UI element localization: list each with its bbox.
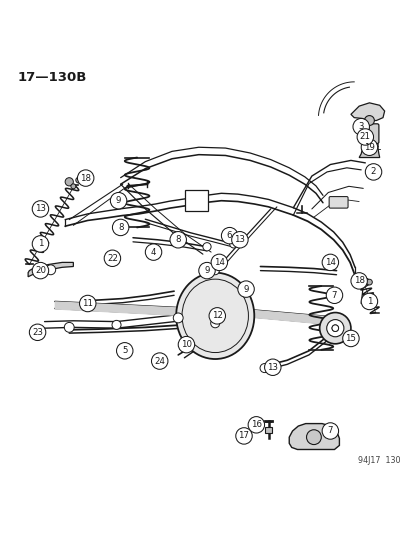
Circle shape — [79, 295, 96, 312]
FancyBboxPatch shape — [328, 197, 347, 208]
Text: 10: 10 — [180, 340, 192, 349]
Circle shape — [32, 262, 49, 279]
Circle shape — [247, 417, 264, 433]
Text: 20: 20 — [35, 266, 46, 275]
Circle shape — [366, 279, 371, 285]
Text: 17: 17 — [238, 431, 249, 440]
Text: 18: 18 — [80, 174, 91, 183]
Circle shape — [325, 287, 342, 303]
Circle shape — [211, 254, 227, 271]
Circle shape — [231, 231, 247, 248]
Text: 11: 11 — [82, 299, 93, 308]
Text: 21: 21 — [359, 133, 370, 141]
Text: 1: 1 — [38, 239, 43, 248]
Circle shape — [360, 293, 377, 310]
Circle shape — [331, 325, 338, 332]
Text: 18: 18 — [353, 277, 364, 285]
Circle shape — [321, 254, 338, 271]
Text: 15: 15 — [344, 334, 356, 343]
Circle shape — [350, 273, 366, 289]
FancyBboxPatch shape — [185, 190, 207, 211]
Circle shape — [229, 240, 237, 248]
Text: 8: 8 — [175, 235, 180, 244]
Circle shape — [46, 265, 55, 274]
Circle shape — [112, 219, 128, 236]
Polygon shape — [358, 144, 379, 158]
Polygon shape — [350, 103, 384, 120]
Text: 7: 7 — [327, 426, 332, 435]
Circle shape — [326, 320, 343, 337]
Text: 6: 6 — [226, 231, 232, 240]
Text: 24: 24 — [154, 357, 165, 366]
Circle shape — [358, 278, 365, 286]
Circle shape — [116, 343, 133, 359]
Text: 94J17  130: 94J17 130 — [357, 456, 399, 465]
Text: 3: 3 — [358, 122, 363, 131]
Circle shape — [77, 170, 94, 187]
Circle shape — [259, 364, 268, 373]
Text: 9: 9 — [116, 196, 121, 205]
Circle shape — [112, 320, 121, 329]
Circle shape — [202, 243, 211, 251]
Circle shape — [211, 266, 219, 274]
Circle shape — [32, 201, 49, 217]
Circle shape — [356, 129, 373, 145]
Circle shape — [173, 313, 183, 323]
Circle shape — [76, 177, 81, 183]
Polygon shape — [289, 424, 339, 449]
Text: 17—130B: 17—130B — [18, 71, 87, 84]
Circle shape — [170, 231, 186, 248]
Text: 13: 13 — [234, 235, 245, 244]
Text: 14: 14 — [324, 258, 335, 267]
Circle shape — [331, 325, 338, 332]
Circle shape — [178, 336, 194, 353]
Text: 5: 5 — [122, 346, 127, 356]
Text: 13: 13 — [267, 363, 278, 372]
Text: 9: 9 — [204, 266, 209, 275]
Circle shape — [210, 319, 219, 328]
Circle shape — [71, 184, 76, 189]
Polygon shape — [28, 262, 73, 277]
Circle shape — [151, 353, 168, 369]
Text: 8: 8 — [118, 223, 123, 232]
Circle shape — [360, 139, 377, 156]
Circle shape — [104, 250, 120, 266]
Text: 4: 4 — [150, 248, 156, 256]
Text: 13: 13 — [35, 205, 46, 213]
Circle shape — [32, 236, 49, 252]
Circle shape — [342, 330, 358, 346]
Text: 9: 9 — [243, 285, 248, 294]
Circle shape — [364, 164, 381, 180]
Text: 7: 7 — [331, 291, 337, 300]
Ellipse shape — [176, 273, 254, 359]
Circle shape — [145, 244, 161, 260]
Circle shape — [65, 177, 73, 186]
Text: 12: 12 — [211, 311, 222, 320]
Circle shape — [363, 116, 373, 125]
Circle shape — [235, 427, 252, 444]
Text: 22: 22 — [107, 254, 118, 263]
Circle shape — [221, 228, 237, 244]
Text: 16: 16 — [250, 421, 261, 429]
Circle shape — [29, 324, 46, 341]
Circle shape — [306, 430, 320, 445]
Text: 23: 23 — [32, 328, 43, 337]
Circle shape — [321, 423, 338, 439]
FancyBboxPatch shape — [265, 427, 271, 433]
Circle shape — [352, 118, 368, 135]
Circle shape — [237, 281, 254, 297]
FancyBboxPatch shape — [361, 124, 378, 143]
Circle shape — [64, 322, 74, 332]
Circle shape — [209, 308, 225, 324]
Text: 14: 14 — [214, 258, 224, 267]
Circle shape — [319, 312, 350, 344]
Circle shape — [198, 262, 215, 279]
Circle shape — [264, 359, 280, 375]
Text: 1: 1 — [366, 297, 371, 306]
Text: 19: 19 — [363, 143, 374, 152]
Text: 2: 2 — [370, 167, 375, 176]
Circle shape — [110, 192, 126, 209]
